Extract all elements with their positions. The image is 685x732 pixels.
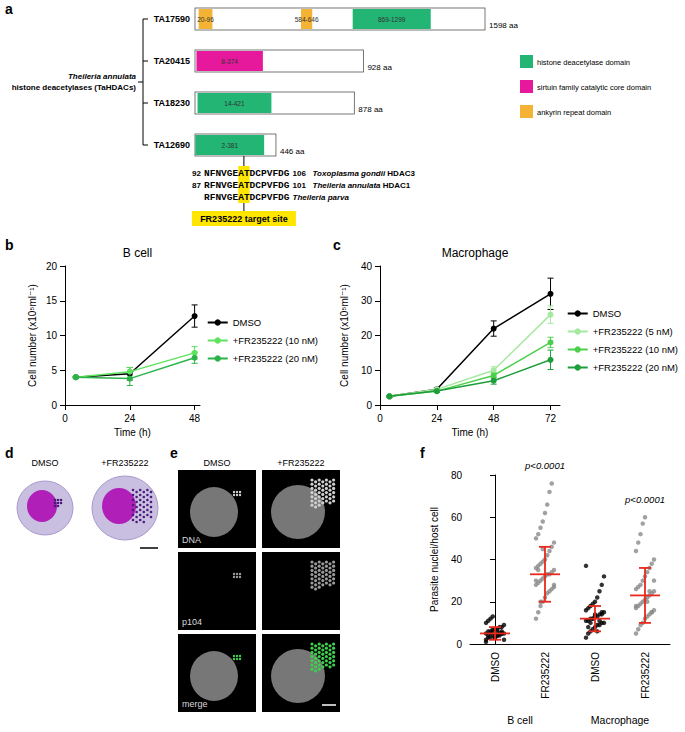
- svg-text:Macrophage: Macrophage: [442, 246, 509, 260]
- svg-text:584-646: 584-646: [295, 16, 319, 23]
- svg-text:+FR235222 (10 nM): +FR235222 (10 nM): [233, 335, 318, 346]
- svg-text:+FR235222 (5 nM): +FR235222 (5 nM): [593, 326, 673, 337]
- svg-text:DMSO: DMSO: [32, 458, 59, 468]
- svg-text:48: 48: [189, 413, 201, 424]
- svg-text:merge: merge: [182, 699, 208, 709]
- svg-text:101: 101: [293, 181, 307, 190]
- svg-text:87: 87: [192, 181, 201, 190]
- svg-text:TA18230: TA18230: [154, 98, 190, 108]
- svg-text:FR235222: FR235222: [540, 652, 551, 699]
- svg-text:+FR235222 (20 nM): +FR235222 (20 nM): [593, 362, 678, 373]
- svg-text:+FR235222 (10 nM): +FR235222 (10 nM): [593, 344, 678, 355]
- svg-text:10: 10: [361, 365, 373, 376]
- svg-text:Time (h): Time (h): [114, 427, 151, 438]
- svg-text:8-374: 8-374: [221, 58, 238, 65]
- svg-text:40: 40: [451, 554, 463, 565]
- svg-text:20-96: 20-96: [197, 16, 214, 23]
- svg-text:0: 0: [456, 639, 462, 650]
- svg-text:DNA: DNA: [182, 535, 201, 545]
- svg-text:B cell: B cell: [507, 714, 533, 726]
- svg-text:446 aa: 446 aa: [280, 147, 305, 156]
- svg-text:p104: p104: [182, 617, 202, 627]
- svg-text:15: 15: [46, 295, 58, 306]
- svg-text:40: 40: [361, 261, 373, 272]
- svg-text:Theileria parva: Theileria parva: [293, 193, 350, 202]
- svg-text:60: 60: [451, 512, 463, 523]
- svg-text:sirtuin family catalytic core: sirtuin family catalytic core domain: [537, 83, 651, 92]
- svg-text:histone deacetylases (TaHDACs): histone deacetylases (TaHDACs): [12, 83, 137, 92]
- svg-text:DMSO: DMSO: [590, 652, 601, 682]
- svg-text:FR235222: FR235222: [640, 652, 651, 699]
- svg-text:0: 0: [377, 413, 383, 424]
- svg-text:c: c: [333, 237, 341, 253]
- svg-text:30: 30: [361, 295, 373, 306]
- svg-text:0: 0: [366, 400, 372, 411]
- svg-text:92: 92: [192, 169, 201, 178]
- svg-text:48: 48: [488, 413, 500, 424]
- svg-text:NFNVGEATDCPVFDG: NFNVGEATDCPVFDG: [204, 168, 290, 179]
- svg-text:d: d: [5, 445, 14, 461]
- svg-text:b: b: [5, 237, 14, 253]
- svg-text:20: 20: [451, 596, 463, 607]
- svg-text:Cell number (x10⁵ml⁻¹): Cell number (x10⁵ml⁻¹): [339, 284, 350, 387]
- svg-text:ankyrin repeat domain: ankyrin repeat domain: [537, 108, 611, 117]
- svg-text:80: 80: [451, 470, 463, 481]
- svg-text:14-421: 14-421: [224, 100, 245, 107]
- svg-text:RFNVGEATDCPVFDG: RFNVGEATDCPVFDG: [204, 192, 290, 203]
- svg-text:DMSO: DMSO: [593, 308, 622, 319]
- svg-text:0: 0: [51, 400, 57, 411]
- svg-text:+FR235222: +FR235222: [101, 458, 148, 468]
- svg-text:e: e: [170, 445, 178, 461]
- svg-text:p<0.0001: p<0.0001: [524, 460, 565, 471]
- svg-text:928 aa: 928 aa: [367, 63, 392, 72]
- svg-text:878 aa: 878 aa: [358, 105, 383, 114]
- svg-text:DMSO: DMSO: [490, 652, 501, 682]
- svg-text:24: 24: [124, 413, 136, 424]
- svg-text:Toxoplasma gondii HDAC3: Toxoplasma gondii HDAC3: [313, 169, 416, 178]
- svg-text:2-381: 2-381: [221, 142, 238, 149]
- svg-text:+FR235222 (20 nM): +FR235222 (20 nM): [233, 353, 318, 364]
- svg-text:TA20415: TA20415: [154, 56, 190, 66]
- svg-text:DMSO: DMSO: [233, 317, 262, 328]
- svg-text:B cell: B cell: [123, 246, 152, 260]
- svg-text:a: a: [5, 1, 13, 17]
- svg-text:0: 0: [62, 413, 68, 424]
- svg-text:20: 20: [46, 261, 58, 272]
- svg-text:20: 20: [361, 330, 373, 341]
- svg-text:24: 24: [431, 413, 443, 424]
- svg-text:Cell number (x10⁵ml⁻¹): Cell number (x10⁵ml⁻¹): [27, 284, 38, 387]
- svg-text:Theileria annulata HDAC1: Theileria annulata HDAC1: [313, 181, 411, 190]
- svg-text:1598 aa: 1598 aa: [489, 21, 518, 30]
- svg-text:Time (h): Time (h): [452, 427, 489, 438]
- svg-text:TA12690: TA12690: [154, 140, 190, 150]
- svg-text:RFNVGEATDCPVFDG: RFNVGEATDCPVFDG: [204, 180, 290, 191]
- svg-text:5: 5: [51, 365, 57, 376]
- svg-text:Macrophage: Macrophage: [591, 714, 650, 726]
- svg-text:p<0.0001: p<0.0001: [624, 494, 665, 505]
- svg-text:106: 106: [293, 169, 307, 178]
- svg-text:869-1299: 869-1299: [378, 16, 406, 23]
- svg-text:FR235222 target site: FR235222 target site: [200, 214, 288, 224]
- svg-text:+FR235222: +FR235222: [277, 458, 324, 468]
- svg-text:Theileria annulata: Theileria annulata: [68, 72, 137, 81]
- svg-text:f: f: [420, 445, 425, 461]
- svg-text:DMSO: DMSO: [204, 458, 231, 468]
- svg-text:TA17590: TA17590: [154, 14, 190, 24]
- svg-text:histone deacetylase domain: histone deacetylase domain: [537, 58, 630, 67]
- svg-text:Parasite nuclei/host cell: Parasite nuclei/host cell: [429, 507, 440, 612]
- svg-text:10: 10: [46, 330, 58, 341]
- svg-text:72: 72: [545, 413, 557, 424]
